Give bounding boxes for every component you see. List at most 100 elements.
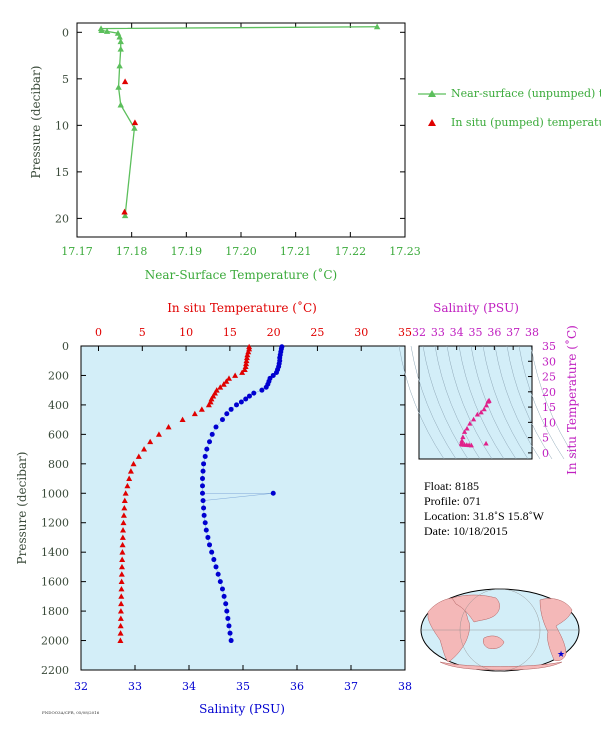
temperature-point	[118, 593, 125, 599]
temperature-point	[121, 497, 128, 504]
ns-y-tick-label: 10	[55, 119, 69, 132]
near-surface-chart: 17.17 17.18 17.19 17.20 17.21 17.22 17.23 0 5 10 1…	[29, 22, 421, 282]
salinity-point	[200, 490, 205, 496]
profile-temp-tick-label: 35	[398, 326, 412, 339]
ts-point	[485, 398, 491, 404]
profile-y-tick-label: 1200	[41, 517, 69, 530]
profile-y-tick-label: 1800	[41, 605, 69, 618]
temperature-point	[130, 460, 137, 467]
temperature-point	[117, 622, 124, 629]
footer-credit: FNDOO3A/CFR, 05/08/2016	[42, 710, 100, 715]
salinity-point	[238, 399, 244, 405]
landmass-americas	[539, 598, 573, 661]
salinity-point	[207, 439, 213, 445]
salinity-point	[263, 384, 269, 390]
ns-x-tick-label: 17.22	[335, 245, 367, 258]
salinity-point	[227, 630, 233, 636]
profile-number: Profile: 071	[424, 494, 481, 508]
temperature-point	[127, 468, 134, 474]
ns-y-tick-label: 0	[62, 26, 69, 39]
temperature-point	[241, 366, 248, 372]
ns-x-tick-label: 17.23	[389, 245, 421, 258]
legend-label-unpumped: Near-surface (unpumped) temperature.	[451, 87, 601, 100]
ts-density-contour	[458, 345, 505, 460]
temperature-point	[118, 600, 125, 607]
temperature-point	[155, 431, 162, 437]
near-surface-point	[131, 124, 138, 131]
ts-point	[474, 411, 480, 417]
salinity-point	[201, 461, 207, 467]
ts-density-contour	[494, 345, 541, 460]
temperature-point	[239, 369, 246, 375]
profile-y-tick-label: 600	[48, 428, 69, 441]
ts-plot-area	[418, 345, 533, 460]
profile-chart: 0 5 10 15 20 25 30 35 32 33 34 35 36 37 38 0 200 400 600 80…	[15, 300, 412, 716]
salinity-point	[225, 615, 231, 621]
temperature-point	[244, 351, 251, 358]
temperature-point	[119, 556, 126, 562]
ts-y-label: In situ Temperature (˚C)	[564, 325, 579, 475]
near-surface-point	[117, 45, 124, 52]
profile-temp-tick-label: 20	[267, 326, 281, 339]
ts-y-tick-label: 35	[542, 340, 556, 353]
ts-point	[467, 420, 473, 426]
salinity-point	[251, 390, 257, 396]
ts-y-tick-label: 15	[542, 401, 556, 414]
ts-density-contour	[410, 345, 457, 460]
map-graticule	[421, 588, 579, 672]
salinity-point	[211, 557, 217, 563]
ts-point	[481, 406, 487, 412]
ts-density-contour	[422, 345, 469, 460]
profile-y-label: Pressure (decibar)	[15, 452, 29, 565]
ts-chart: 32 33 34 35 36 37 38 0 5 10 15 20 25 30 35 Salinity (P…	[398, 301, 579, 475]
temperature-point	[120, 527, 127, 533]
near-surface-point	[98, 27, 105, 34]
ts-point	[483, 402, 490, 408]
salinity-point	[234, 402, 240, 408]
ts-x-tick-label: 34	[450, 326, 464, 339]
ns-x-tick-label: 17.20	[225, 245, 257, 258]
salinity-point	[213, 564, 219, 570]
salinity-point	[202, 520, 208, 526]
profile-temp-tick-label: 25	[310, 326, 324, 339]
near-surface-point	[373, 23, 381, 30]
temperature-point	[117, 630, 124, 636]
near-surface-y-label: Pressure (decibar)	[29, 66, 43, 179]
profile-sal-tick-label: 34	[182, 680, 196, 693]
ts-density-contour	[506, 345, 553, 460]
salinity-point	[219, 586, 225, 592]
salinity-point	[226, 623, 232, 629]
ts-point	[459, 438, 465, 443]
salinity-point	[219, 417, 225, 423]
ts-point	[464, 425, 470, 431]
ts-y-tick-label: 20	[542, 386, 556, 399]
profile-y-tick-label: 1400	[41, 546, 69, 559]
near-surface-point	[117, 101, 124, 108]
profile-temp-tick-label: 10	[179, 326, 193, 339]
salinity-point	[203, 527, 209, 533]
temperature-point	[220, 381, 227, 387]
temperature-point	[119, 549, 126, 555]
temperature-point	[135, 453, 142, 459]
ts-x-label: Salinity (PSU)	[433, 301, 519, 315]
salinity-point	[228, 406, 234, 412]
salinity-point	[228, 638, 234, 644]
ts-point	[483, 440, 489, 446]
ts-point	[460, 434, 466, 440]
salinity-point	[246, 393, 252, 399]
ts-point	[478, 409, 484, 415]
salinity-point	[224, 411, 230, 417]
temperature-point	[118, 571, 125, 577]
ns-y-tick-label: 20	[55, 212, 69, 225]
ts-density-contour	[446, 345, 493, 460]
temperature-point	[217, 384, 224, 390]
salinity-point	[223, 601, 229, 607]
near-surface-point	[115, 84, 122, 90]
ts-x-tick-label: 37	[506, 326, 520, 339]
temperature-point	[118, 578, 125, 585]
profile-y-tick-label: 800	[48, 458, 69, 471]
salinity-point	[201, 512, 207, 518]
near-surface-x-label: Near-Surface Temperature (˚C)	[145, 267, 337, 282]
ts-point	[468, 442, 474, 448]
